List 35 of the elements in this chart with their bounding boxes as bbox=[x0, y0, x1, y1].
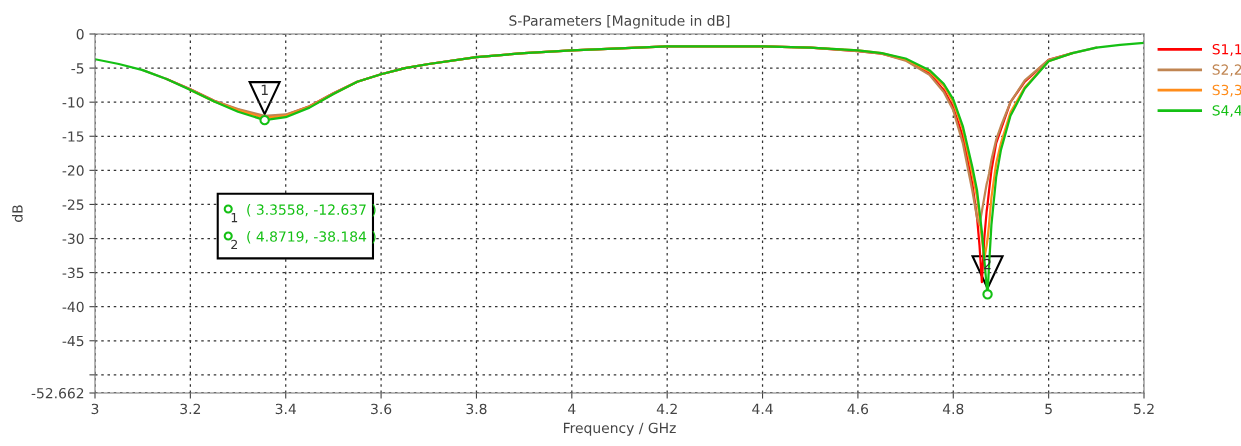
text: 1 bbox=[231, 213, 238, 223]
annotation: ( 4.8719, -38.184 ) bbox=[247, 231, 376, 244]
x-tick-label: 4.4 bbox=[752, 403, 773, 414]
x-tick-label: 3.6 bbox=[371, 403, 392, 415]
y-tick-label: 0 bbox=[76, 28, 84, 40]
legend-label: S3,3 bbox=[1212, 84, 1241, 97]
x-tick-label: 3.2 bbox=[180, 403, 201, 415]
text: 2 bbox=[231, 239, 238, 250]
y-axis-title: dB bbox=[11, 205, 23, 222]
y-tick-label: -45 bbox=[62, 335, 84, 347]
annotation: 1 bbox=[261, 84, 268, 95]
y-tick-label: -52.662 bbox=[31, 387, 84, 399]
annotation: ( 3.3558, -12.637 ) bbox=[247, 204, 376, 217]
x-tick-label: 5 bbox=[1045, 403, 1052, 415]
x-tick-label: 3.4 bbox=[275, 403, 296, 415]
y-tick-label: -20 bbox=[62, 165, 84, 176]
x-tick-label: 5.2 bbox=[1134, 403, 1154, 415]
x-axis-title: Frequency / GHz bbox=[563, 422, 676, 436]
x-tick-label: 4.2 bbox=[656, 403, 677, 414]
y-tick-label: -40 bbox=[62, 301, 84, 313]
legend-label: S1,1 bbox=[1212, 43, 1241, 56]
y-tick-label: -30 bbox=[62, 233, 84, 244]
y-tick-label: -25 bbox=[62, 199, 84, 210]
y-tick-label: -35 bbox=[62, 267, 84, 279]
x-tick-label: 4 bbox=[568, 403, 576, 414]
y-tick-label: -10 bbox=[62, 97, 84, 108]
x-tick-label: 4.8 bbox=[942, 403, 964, 415]
x-tick-label: 4.6 bbox=[847, 403, 869, 415]
y-tick-label: -5 bbox=[71, 63, 84, 74]
legend-label: S2,2 bbox=[1212, 64, 1241, 77]
chart-title: S-Parameters [Magnitude in dB] bbox=[509, 15, 730, 29]
legend-label: S4,4 bbox=[1212, 105, 1241, 118]
x-tick-label: 3 bbox=[91, 403, 99, 415]
x-tick-label: 3.8 bbox=[466, 403, 487, 415]
y-tick-label: -15 bbox=[62, 131, 84, 142]
